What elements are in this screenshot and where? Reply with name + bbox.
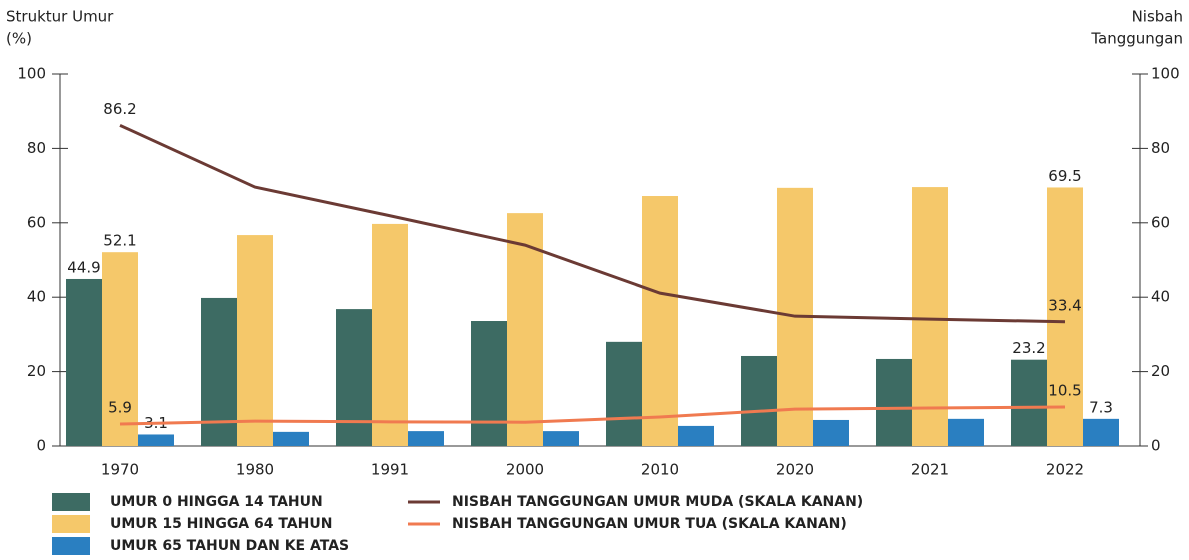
data-label: 86.2	[103, 100, 136, 118]
y-tick-label: 0	[36, 437, 46, 455]
bar	[1083, 418, 1119, 446]
bar	[471, 321, 507, 446]
bar	[336, 309, 372, 446]
y-axis-title: Struktur Umur	[6, 8, 114, 26]
bar	[138, 434, 174, 446]
line	[119, 123, 1066, 324]
bar	[201, 297, 237, 446]
y-tick-label: 20	[27, 362, 46, 380]
data-label: 10.5	[1048, 381, 1081, 399]
x-tick-label: 1980	[236, 461, 274, 479]
bar	[606, 341, 642, 446]
y2-tick-label: 0	[1151, 437, 1161, 455]
bar	[1047, 187, 1083, 446]
y-tick-label: 80	[27, 139, 46, 157]
legend-label: UMUR 0 HINGGA 14 TAHUN	[110, 494, 323, 510]
legend-swatch	[52, 493, 90, 511]
x-tick-label: 2000	[506, 461, 544, 479]
y-tick-label: 100	[17, 65, 46, 83]
data-label: 23.2	[1012, 339, 1045, 357]
legend-label: UMUR 15 HINGGA 64 TAHUN	[110, 516, 332, 532]
bar	[642, 196, 678, 446]
bar	[66, 278, 102, 446]
data-label: 52.1	[103, 232, 136, 250]
x-tick-label: 2020	[776, 461, 814, 479]
legend-label: UMUR 65 TAHUN DAN KE ATAS	[110, 538, 349, 554]
legend-label: NISBAH TANGGUNGAN UMUR MUDA (SKALA KANAN…	[452, 494, 863, 510]
bar	[1011, 359, 1047, 446]
x-tick-label: 2010	[641, 461, 679, 479]
data-label: 33.4	[1048, 296, 1081, 314]
y2-tick-label: 60	[1151, 213, 1170, 231]
x-tick-label: 2021	[911, 461, 949, 479]
bar	[948, 418, 984, 446]
y-tick-label: 40	[27, 288, 46, 306]
y-axis-title: (%)	[6, 30, 32, 48]
bar	[237, 235, 273, 446]
x-tick-label: 2022	[1046, 461, 1084, 479]
y2-tick-label: 20	[1151, 362, 1170, 380]
bar	[408, 431, 444, 446]
y2-tick-label: 80	[1151, 139, 1170, 157]
legend-label: NISBAH TANGGUNGAN UMUR TUA (SKALA KANAN)	[452, 516, 847, 532]
bar	[741, 355, 777, 446]
bar	[102, 252, 138, 446]
data-label: 44.9	[67, 258, 100, 276]
data-label: 7.3	[1089, 398, 1113, 416]
bar	[678, 425, 714, 446]
bar	[912, 187, 948, 446]
bar	[372, 223, 408, 446]
y2-axis-title: Nisbah	[1132, 8, 1183, 26]
data-label: 69.5	[1048, 167, 1081, 185]
bar	[543, 431, 579, 446]
x-tick-label: 1970	[101, 461, 139, 479]
y2-axis-title: Tanggungan	[1090, 30, 1183, 48]
y2-tick-label: 100	[1151, 65, 1180, 83]
legend-swatch	[52, 537, 90, 555]
data-label: 5.9	[108, 399, 132, 417]
y2-tick-label: 40	[1151, 288, 1170, 306]
x-tick-label: 1991	[371, 461, 409, 479]
bar	[273, 431, 309, 446]
bar	[813, 419, 849, 446]
bar	[507, 213, 543, 446]
y-tick-label: 60	[27, 213, 46, 231]
line	[119, 405, 1066, 426]
legend-swatch	[52, 515, 90, 533]
bar	[876, 358, 912, 446]
